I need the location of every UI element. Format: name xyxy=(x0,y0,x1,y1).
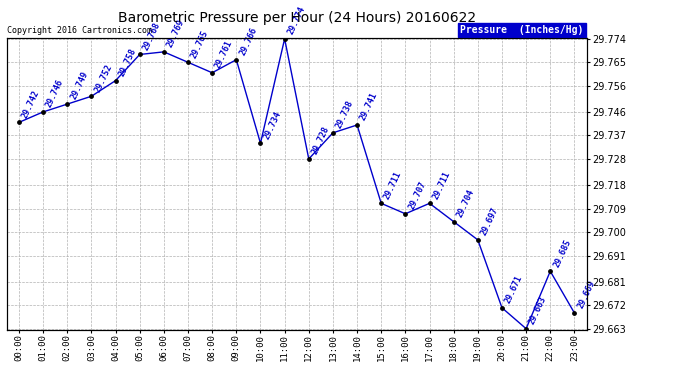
Text: 29.742: 29.742 xyxy=(21,88,41,120)
Point xyxy=(207,70,218,76)
Text: 29.765: 29.765 xyxy=(190,28,210,60)
Text: 29.741: 29.741 xyxy=(359,91,380,122)
Point xyxy=(376,200,387,206)
Point xyxy=(521,326,532,332)
Text: Pressure  (Inches/Hg): Pressure (Inches/Hg) xyxy=(460,25,584,34)
Point xyxy=(279,36,290,42)
Text: 29.711: 29.711 xyxy=(383,170,404,201)
Text: 29.728: 29.728 xyxy=(310,125,331,156)
Point xyxy=(545,268,556,274)
Point xyxy=(497,305,508,311)
Text: 29.749: 29.749 xyxy=(69,70,90,101)
Text: Barometric Pressure per Hour (24 Hours) 20160622: Barometric Pressure per Hour (24 Hours) … xyxy=(117,11,476,25)
Point xyxy=(352,122,363,128)
Point xyxy=(183,59,194,65)
Text: 29.738: 29.738 xyxy=(335,99,355,130)
Text: 29.734: 29.734 xyxy=(262,110,283,141)
Point xyxy=(400,211,411,217)
Point xyxy=(231,57,242,63)
Text: 29.758: 29.758 xyxy=(117,47,138,78)
Text: 29.707: 29.707 xyxy=(407,180,428,211)
Point xyxy=(159,49,170,55)
Text: 29.663: 29.663 xyxy=(528,295,549,326)
Point xyxy=(569,310,580,316)
Text: Copyright 2016 Cartronics.com: Copyright 2016 Cartronics.com xyxy=(7,26,152,34)
Point xyxy=(135,51,146,57)
Point xyxy=(110,78,121,84)
Point xyxy=(255,140,266,146)
Text: 29.769: 29.769 xyxy=(166,18,186,49)
Text: 29.774: 29.774 xyxy=(286,5,307,36)
Text: 29.685: 29.685 xyxy=(552,237,573,268)
Point xyxy=(424,200,435,206)
Text: 29.669: 29.669 xyxy=(576,279,597,310)
Point xyxy=(62,101,73,107)
Point xyxy=(448,219,460,225)
Text: 29.746: 29.746 xyxy=(45,78,66,109)
Point xyxy=(38,109,48,115)
Text: 29.768: 29.768 xyxy=(141,21,162,52)
Point xyxy=(473,237,484,243)
Text: 29.766: 29.766 xyxy=(238,26,259,57)
Point xyxy=(328,130,339,136)
Point xyxy=(14,119,25,125)
Text: 29.704: 29.704 xyxy=(455,188,476,219)
Point xyxy=(304,156,315,162)
Text: 29.752: 29.752 xyxy=(93,63,114,93)
Point xyxy=(86,93,97,99)
Text: 29.697: 29.697 xyxy=(480,206,500,237)
Text: 29.671: 29.671 xyxy=(504,274,524,305)
Text: 29.761: 29.761 xyxy=(214,39,235,70)
Text: 29.711: 29.711 xyxy=(431,170,452,201)
